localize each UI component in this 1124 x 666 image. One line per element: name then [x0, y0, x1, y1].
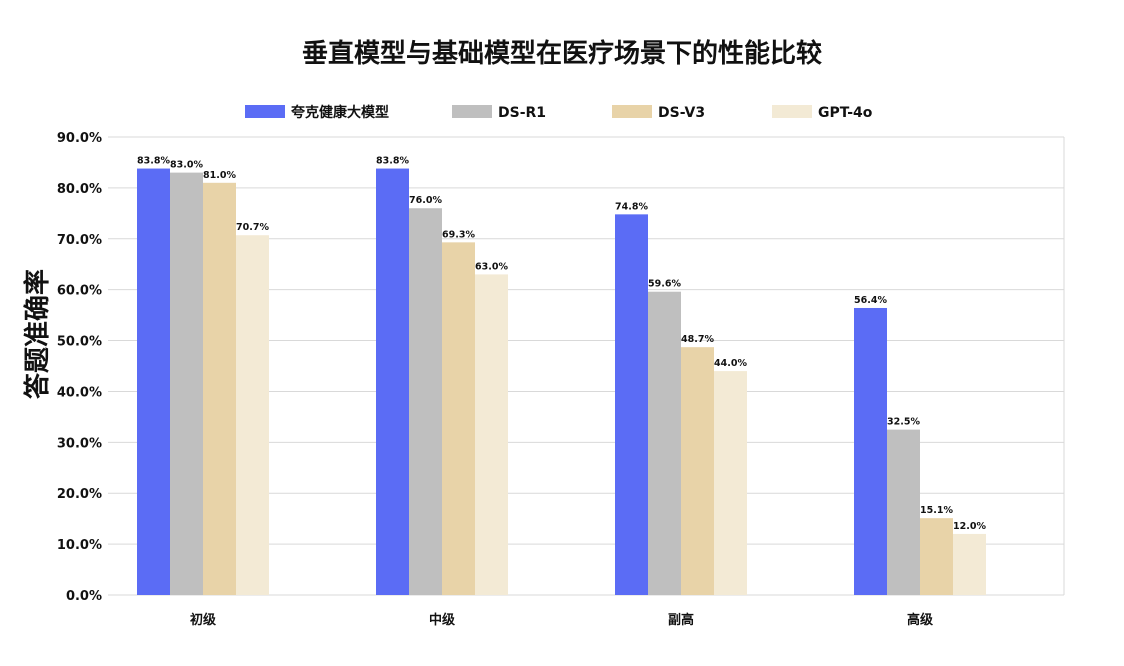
bar	[203, 182, 236, 596]
data-label: 59.6%	[648, 279, 681, 290]
y-tick-label: 20.0%	[57, 487, 102, 502]
y-tick-label: 10.0%	[57, 538, 102, 553]
chart-title: 垂直模型与基础模型在医疗场景下的性能比较	[302, 38, 822, 69]
bar	[236, 235, 269, 595]
data-label: 74.8%	[615, 201, 648, 212]
bar	[887, 429, 920, 595]
data-label: 32.5%	[887, 417, 920, 428]
bar	[442, 242, 475, 595]
data-label: 56.4%	[854, 295, 887, 306]
bar	[170, 172, 203, 595]
legend-label: 夸克健康大模型	[290, 104, 389, 121]
data-labels: 83.8% 83.0%81.0%70.7%83.8%76.0%69.3%63.0%…	[137, 156, 986, 532]
data-label: 70.7%	[236, 222, 269, 233]
y-tick-label: 30.0%	[57, 436, 102, 451]
y-tick-label: 40.0%	[57, 385, 102, 400]
bar	[648, 291, 681, 595]
bar	[137, 168, 170, 595]
legend-swatch	[452, 105, 492, 118]
data-label: 83.0%	[170, 160, 203, 171]
bar	[615, 214, 648, 595]
x-tick-label: 高级	[907, 612, 934, 628]
data-label: 81.0%	[203, 170, 236, 181]
bar	[681, 347, 714, 595]
data-label: 83.8%	[137, 156, 170, 167]
legend-swatch	[772, 105, 812, 118]
bar	[854, 307, 887, 595]
y-axis-label: 答题准确率	[22, 269, 53, 399]
x-axis-ticks: 初级 中级 副高 高级	[190, 612, 934, 628]
bar	[409, 208, 442, 595]
bars	[137, 168, 986, 596]
legend-swatch	[612, 105, 652, 118]
x-tick-label: 中级	[429, 612, 456, 628]
data-label: 76.0%	[409, 195, 442, 206]
y-axis-ticks: 0.0% 10.0% 20.0% 30.0% 40.0% 50.0% 60.0% 70.0% 8…	[57, 131, 102, 604]
bar	[376, 168, 409, 595]
y-tick-label: 60.0%	[57, 284, 102, 299]
data-label: 83.8%	[376, 156, 409, 167]
data-label: 12.0%	[953, 521, 986, 532]
data-label: 63.0%	[475, 261, 508, 272]
bar	[475, 274, 508, 595]
legend: 夸克健康大模型 DS-R1 DS-V3 GPT-4o	[245, 104, 873, 121]
legend-label: GPT-4o	[818, 105, 873, 121]
x-tick-label: 初级	[190, 612, 217, 628]
legend-swatch	[245, 105, 285, 118]
y-tick-label: 80.0%	[57, 182, 102, 197]
bar	[714, 371, 747, 595]
data-label: 48.7%	[681, 334, 714, 345]
bar	[920, 518, 953, 595]
y-tick-label: 0.0%	[66, 589, 102, 604]
y-tick-label: 90.0%	[57, 131, 102, 146]
data-label: 44.0%	[714, 358, 747, 369]
y-tick-label: 70.0%	[57, 233, 102, 248]
data-label: 69.3%	[442, 229, 475, 240]
bar	[953, 533, 986, 595]
data-label: 15.1%	[920, 505, 953, 516]
y-tick-label: 50.0%	[57, 335, 102, 350]
legend-label: DS-R1	[498, 105, 546, 121]
legend-label: DS-V3	[658, 105, 705, 121]
x-tick-label: 副高	[668, 612, 694, 628]
